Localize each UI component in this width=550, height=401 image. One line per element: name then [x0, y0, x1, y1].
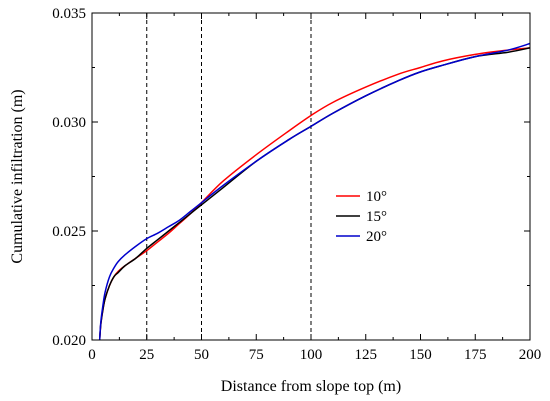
- y-tick-labels: 0.020 0.025 0.030 0.035: [52, 6, 86, 349]
- y-tick-label: 0.035: [52, 6, 86, 22]
- x-tick-label: 0: [88, 347, 96, 363]
- y-tick-label: 0.025: [52, 224, 86, 240]
- y-tick-label: 0.020: [52, 333, 86, 349]
- legend-label: 15°: [366, 209, 387, 225]
- legend-label: 20°: [366, 229, 387, 245]
- x-tick-label: 100: [300, 347, 323, 363]
- legend: 10° 15° 20°: [336, 189, 387, 245]
- x-axis-label: Distance from slope top (m): [221, 378, 401, 395]
- x-tick-label: 125: [355, 347, 378, 363]
- legend-label: 10°: [366, 189, 387, 205]
- reference-lines: [146, 13, 312, 340]
- axis-ticks: [91, 12, 531, 341]
- series-lines: [98, 42, 530, 340]
- y-tick-label: 0.030: [52, 115, 86, 131]
- series-line-1: [98, 47, 530, 340]
- x-tick-label: 150: [409, 347, 432, 363]
- x-tick-label: 75: [249, 347, 264, 363]
- x-tick-label: 25: [139, 347, 154, 363]
- x-tick-label: 175: [464, 347, 487, 363]
- x-tick-label: 200: [519, 347, 542, 363]
- x-tick-labels: 0 25 50 75 100 125 150 175 200: [88, 347, 541, 363]
- series-line-3: [98, 42, 530, 340]
- y-axis-label: Cumulative infiltration (m): [9, 89, 26, 263]
- x-tick-label: 50: [194, 347, 209, 363]
- series-line-2: [98, 47, 530, 340]
